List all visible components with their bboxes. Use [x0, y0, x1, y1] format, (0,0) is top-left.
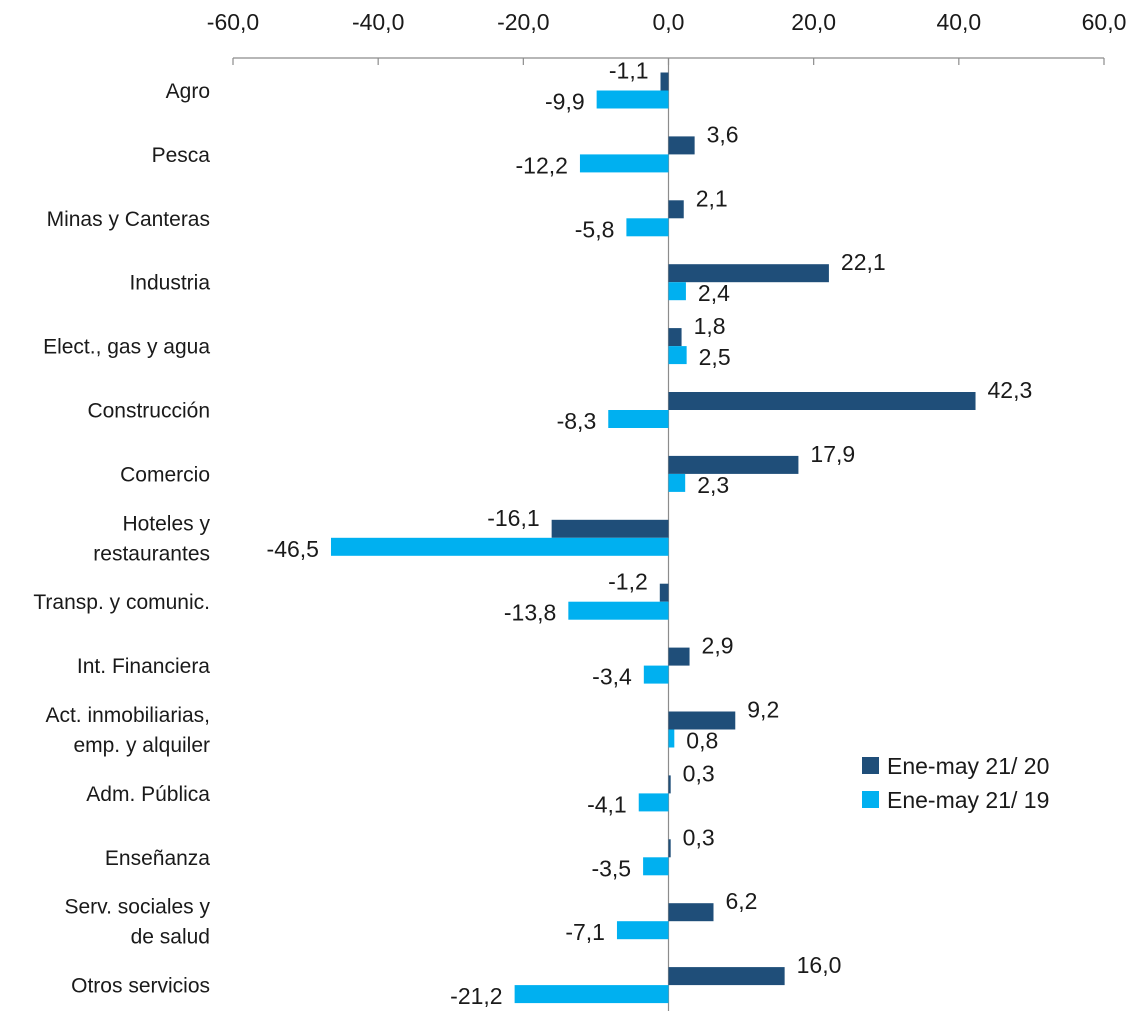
category-label: Pesca — [152, 144, 211, 167]
category-labels: Agro Pesca Minas y Canteras Industria Elect.… — [33, 80, 210, 998]
bar-ene-may-21-19 — [668, 473, 686, 492]
category-label: Serv. sociales y de salud — [65, 896, 211, 949]
data-label: 2,4 — [698, 280, 730, 306]
category-label: Comercio — [120, 463, 210, 486]
x-tick-label: 40,0 — [936, 9, 981, 35]
data-label: 0,3 — [683, 760, 715, 786]
data-label: -13,8 — [504, 600, 556, 626]
bar-ene-may-21-20 — [668, 647, 690, 666]
category-label: Int. Financiera — [77, 655, 210, 678]
bar-ene-may-21-19 — [668, 729, 675, 748]
bar-ene-may-21-19 — [596, 90, 669, 109]
category-label: Minas y Canteras — [47, 208, 210, 231]
bar-ene-may-21-20 — [659, 583, 669, 602]
data-label: 0,3 — [683, 824, 715, 850]
data-label: 42,3 — [988, 377, 1033, 403]
bar-ene-may-21-19 — [668, 282, 686, 301]
bar-ene-may-21-19 — [638, 793, 669, 812]
bar-ene-may-21-20 — [668, 967, 785, 986]
data-label: -12,2 — [516, 152, 568, 178]
data-label: 17,9 — [810, 441, 855, 467]
legend-label: Ene-may 21/ 19 — [887, 787, 1049, 813]
category-label: Otros servicios — [71, 975, 210, 998]
bar-ene-may-21-20 — [668, 455, 799, 474]
category-label: Agro — [166, 80, 210, 103]
data-label: 2,3 — [697, 472, 729, 498]
legend-swatch — [862, 757, 879, 774]
data-label: -1,1 — [609, 58, 649, 84]
data-label: -8,3 — [557, 408, 597, 434]
bar-ene-may-21-19 — [514, 985, 669, 1004]
data-label: -4,1 — [587, 791, 627, 817]
bar-ene-may-21-20 — [668, 839, 671, 858]
legend: Ene-may 21/ 20 Ene-may 21/ 19 — [862, 753, 1049, 813]
data-label: -3,4 — [592, 664, 632, 690]
x-tick-label: 60,0 — [1082, 9, 1127, 35]
category-label: Act. inmobiliarias, emp. y alquiler — [45, 704, 210, 757]
data-label: 2,9 — [702, 633, 734, 659]
data-labels: -1,1 3,6 2,1 22,1 1,8 42,3 17,9 -16,1 -1,2 2,9 9,2… — [267, 58, 1033, 1010]
data-label: 16,0 — [797, 952, 842, 978]
bar-ene-may-21-19 — [568, 601, 669, 620]
x-tick-label: 0,0 — [653, 9, 685, 35]
bar-ene-may-21-20 — [668, 136, 695, 155]
bar-ene-may-21-19 — [643, 665, 669, 684]
data-label: 9,2 — [747, 697, 779, 723]
category-label: Construcción — [87, 400, 210, 423]
x-tick-label: -60,0 — [207, 9, 259, 35]
bar-ene-may-21-19 — [330, 537, 669, 556]
bar-ene-may-21-20 — [668, 903, 714, 922]
category-label: Elect., gas y agua — [43, 336, 210, 359]
bar-ene-may-21-19 — [643, 857, 669, 876]
data-label: -5,8 — [575, 216, 615, 242]
bar-ene-may-21-20 — [668, 200, 684, 219]
data-label: -1,2 — [608, 569, 648, 595]
data-label: -46,5 — [267, 536, 319, 562]
data-label: 3,6 — [707, 121, 739, 147]
legend-swatch — [862, 791, 879, 808]
category-label: Transp. y comunic. — [33, 591, 210, 614]
bar-ene-may-21-20 — [668, 264, 829, 283]
data-label: -7,1 — [565, 919, 605, 945]
bar-ene-may-21-19 — [579, 154, 669, 173]
bar-ene-may-21-20 — [660, 72, 669, 91]
bar-ene-may-21-20 — [668, 711, 736, 730]
bar-ene-may-21-19 — [608, 410, 669, 428]
data-label: 6,2 — [726, 888, 758, 914]
legend-label: Ene-may 21/ 20 — [887, 753, 1049, 779]
data-label: -21,2 — [450, 983, 502, 1009]
data-label: 2,5 — [699, 344, 731, 370]
bar-ene-may-21-20 — [551, 519, 669, 538]
x-tick-label: 20,0 — [791, 9, 836, 35]
category-label: Enseñanza — [105, 847, 210, 870]
bar-ene-may-21-19 — [626, 218, 669, 237]
bar-ene-may-21-19 — [616, 921, 669, 940]
data-label: -3,5 — [591, 855, 631, 881]
x-tick-label: -40,0 — [352, 9, 404, 35]
data-label: 1,8 — [694, 313, 726, 339]
bar-ene-may-21-20 — [668, 328, 682, 347]
bar-ene-may-21-19 — [668, 346, 687, 365]
data-label: 0,8 — [686, 728, 718, 754]
bars — [330, 72, 976, 1004]
x-tick-label: -20,0 — [497, 9, 549, 35]
bar-ene-may-21-20 — [668, 392, 976, 410]
category-label: Industria — [129, 272, 210, 295]
data-label: -9,9 — [545, 89, 585, 115]
category-label: Hoteles y restaurantes — [93, 512, 210, 565]
category-label: Adm. Pública — [86, 783, 210, 806]
bar-ene-may-21-20 — [668, 775, 671, 794]
data-label: -16,1 — [487, 505, 539, 531]
data-label: 22,1 — [841, 249, 886, 275]
data-label: 2,1 — [696, 185, 728, 211]
